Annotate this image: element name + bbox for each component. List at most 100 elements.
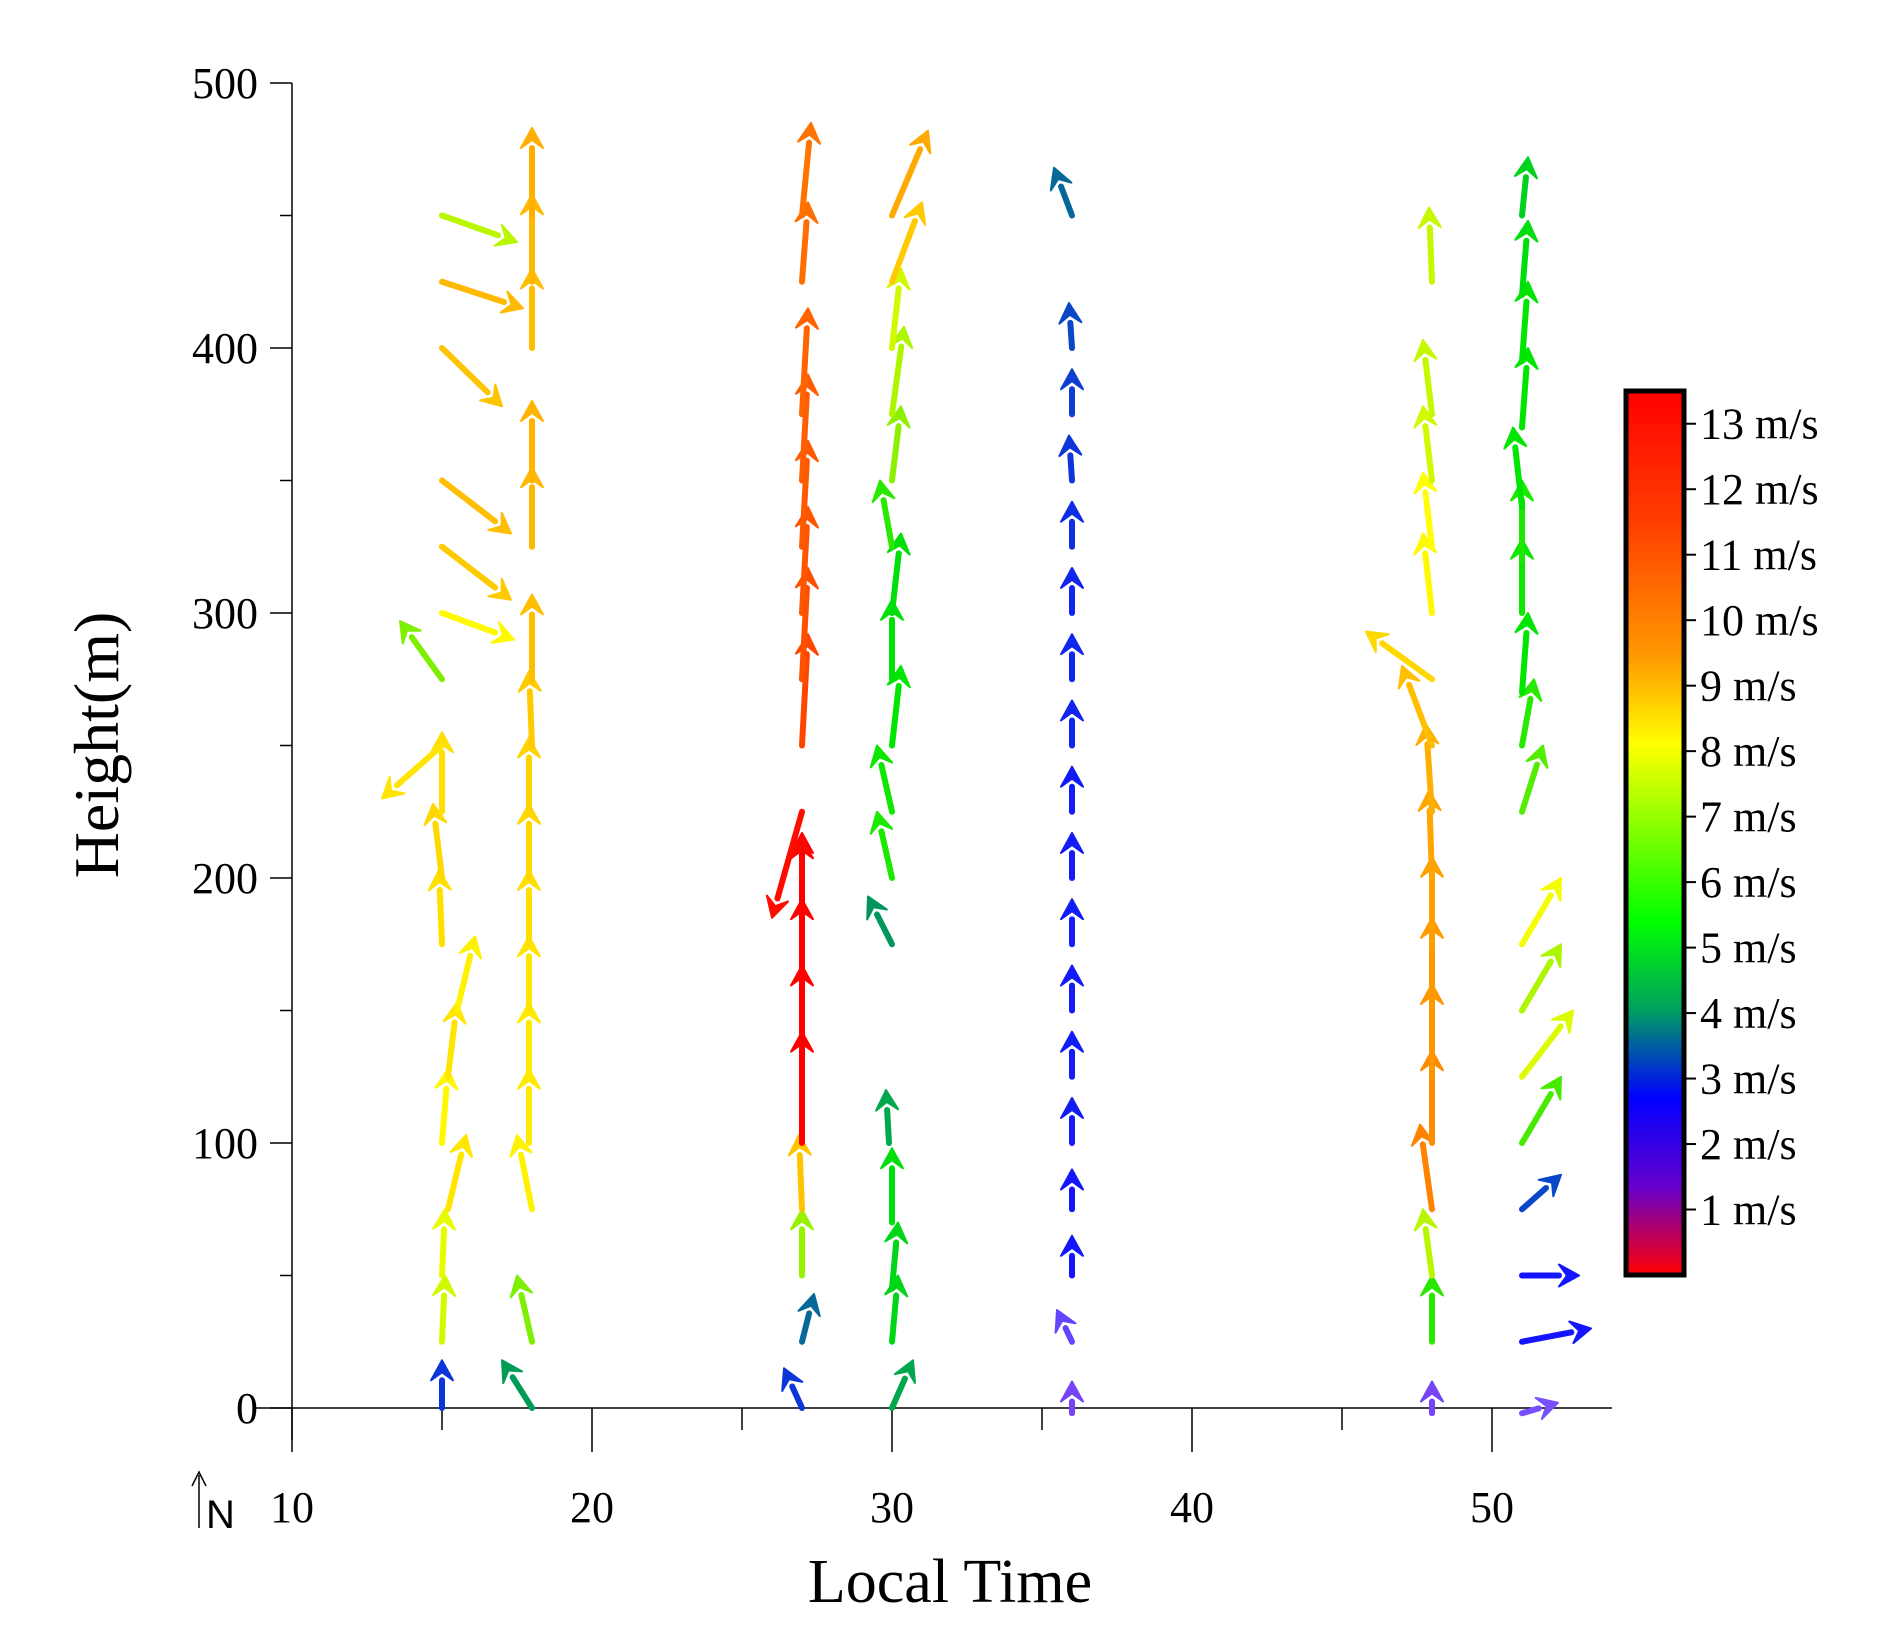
wind-vector	[427, 869, 452, 948]
vector-head	[765, 894, 789, 919]
x-axis-title: Local Time	[808, 1548, 1092, 1616]
wind-vector	[880, 1147, 904, 1226]
y-tick-label: 0	[236, 1384, 258, 1433]
vector-shaft	[1519, 1329, 1575, 1345]
x-tick-label: 10	[270, 1483, 314, 1532]
vector-head	[1413, 1208, 1438, 1232]
wind-vector	[432, 1274, 457, 1345]
wind-vector	[1060, 500, 1084, 550]
wind-vector	[517, 1067, 541, 1146]
vector-head	[869, 744, 894, 769]
vector-shaft	[1067, 452, 1075, 484]
vector-head	[427, 869, 452, 892]
wind-vector	[1503, 426, 1528, 510]
vector-head	[1420, 1380, 1444, 1403]
wind-vector	[794, 307, 819, 418]
colorbar-label: 2 m/s	[1700, 1120, 1797, 1169]
vector-shaft	[884, 1106, 892, 1146]
vector-head	[1060, 567, 1084, 589]
vector-head	[1060, 1097, 1084, 1119]
vector-shaft	[1519, 1090, 1554, 1146]
vector-head	[1397, 665, 1421, 690]
wind-vector	[866, 895, 895, 948]
wind-vector	[399, 620, 445, 683]
vector-shaft	[799, 219, 810, 285]
wind-vector	[1519, 1009, 1574, 1080]
wind-vector	[1060, 699, 1084, 749]
vector-shaft	[799, 584, 810, 683]
wind-vector	[439, 543, 512, 601]
wind-vector	[517, 670, 542, 749]
vector-head	[1540, 877, 1562, 902]
wind-vector	[432, 1208, 457, 1279]
wind-vector	[442, 1001, 467, 1080]
vector-head	[1060, 633, 1084, 656]
vector-head	[794, 307, 819, 330]
vector-shaft	[774, 808, 805, 902]
wind-vector	[1514, 612, 1539, 696]
wind-vector	[794, 633, 819, 749]
vector-head	[1058, 434, 1083, 458]
vector-shaft	[445, 1019, 458, 1080]
wind-vector	[765, 808, 805, 919]
y-axis-title: Height(m)	[61, 612, 132, 879]
vector-shaft	[1422, 356, 1435, 418]
vector-shaft	[1519, 629, 1530, 696]
colorbar-labels-group: 13 m/s 12 m/s 11 m/s 10 m/s 9 m/s 8 m/s 7 m/s 6…	[1684, 400, 1819, 1235]
vector-head	[499, 290, 524, 314]
wind-vector	[423, 802, 448, 881]
vector-head	[869, 810, 894, 835]
vector-head	[1058, 302, 1083, 325]
wind-vector	[794, 201, 819, 285]
vector-head	[517, 670, 542, 693]
vector-shaft	[799, 139, 813, 219]
wind-vector	[439, 477, 512, 535]
wind-vector	[501, 1359, 535, 1411]
vector-head	[1413, 471, 1438, 495]
wind-vector	[439, 610, 515, 644]
vector-shaft	[517, 1151, 535, 1213]
vector-head	[1525, 744, 1549, 769]
vector-head	[1540, 1075, 1562, 1101]
vector-head	[1049, 166, 1073, 192]
wind-vector	[1514, 347, 1539, 431]
wind-vector	[1519, 1320, 1592, 1345]
vector-head	[1054, 1309, 1077, 1334]
vector-head	[1514, 612, 1539, 635]
vector-head	[1503, 426, 1528, 450]
vector-shaft	[789, 1383, 805, 1411]
vector-shaft	[1419, 1141, 1435, 1213]
vector-head	[490, 621, 515, 644]
vector-shaft	[1058, 183, 1075, 219]
vector-shaft	[408, 634, 445, 683]
vector-shaft	[1519, 1023, 1564, 1080]
vector-head	[1568, 1320, 1592, 1345]
north-indicator: N	[191, 1470, 235, 1537]
x-tick-label: 40	[1170, 1483, 1214, 1532]
vector-head	[1060, 765, 1084, 788]
vector-shaft	[889, 1239, 900, 1292]
colorbar-label: 12 m/s	[1700, 465, 1819, 514]
vector-shaft	[878, 828, 895, 881]
wind-vector	[1519, 1263, 1580, 1288]
vector-shaft	[1424, 741, 1435, 815]
colorbar-label: 9 m/s	[1700, 662, 1797, 711]
vector-head	[1417, 206, 1442, 229]
wind-vector	[517, 935, 541, 1014]
vector-head	[479, 383, 503, 408]
vector-shaft	[1519, 892, 1554, 948]
vector-head	[1514, 219, 1539, 243]
north-label: N	[206, 1493, 235, 1537]
vector-shaft	[889, 217, 918, 285]
vector-shaft	[526, 688, 535, 749]
vector-shaft	[889, 343, 905, 418]
vector-head	[886, 405, 911, 429]
wind-vector	[1060, 1168, 1084, 1213]
vector-shaft	[1519, 1405, 1542, 1417]
wind-vector	[1054, 1309, 1077, 1345]
wind-vector	[1060, 964, 1084, 1014]
vector-shaft	[454, 952, 474, 1014]
wind-vector	[1413, 339, 1438, 418]
vector-shaft	[1422, 550, 1435, 616]
vector-head	[1060, 699, 1084, 722]
